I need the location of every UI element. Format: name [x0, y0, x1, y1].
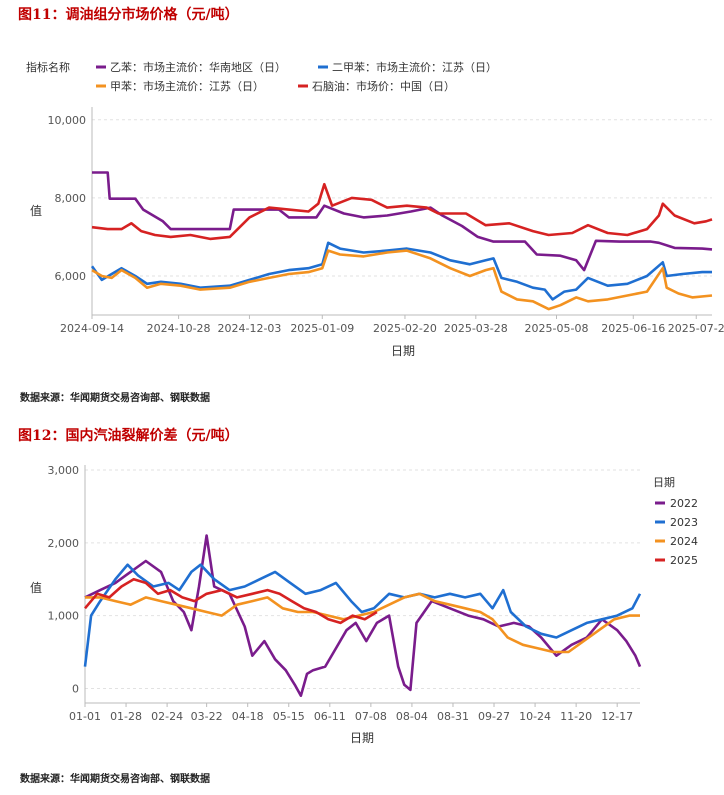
y-axis-label: 值	[30, 203, 42, 218]
x-tick-label: 2025-01-09	[290, 322, 354, 335]
x-tick-label: 11-20	[560, 710, 592, 723]
legend-label: 2024	[670, 535, 698, 548]
y-tick-label: 3,000	[48, 464, 80, 477]
figure-11-title: 图11：调油组分市场价格（元/吨）	[18, 7, 239, 23]
series-line-3	[84, 577, 378, 625]
series-line-0	[84, 534, 642, 697]
legend-label: 2022	[670, 497, 698, 510]
series-line-1	[83, 563, 642, 667]
x-tick-label: 05-15	[273, 710, 305, 723]
x-tick-label: 2024-12-03	[217, 322, 281, 335]
x-axis-label: 日期	[391, 344, 415, 358]
grid	[92, 119, 712, 277]
legend-label: 2023	[670, 516, 698, 529]
y-tick-label: 6,000	[55, 270, 87, 283]
plot-area	[90, 171, 713, 311]
x-tick-label: 06-11	[314, 710, 346, 723]
chart-gasoline-crack-spread: 日期 2022 2023 2024 2025 3,000 2,000 1,000 0 0…	[30, 464, 698, 745]
y-tick-label: 2,000	[48, 537, 80, 550]
legend-title: 日期	[653, 476, 675, 489]
series-line-2	[91, 249, 713, 311]
legend-item-2024[interactable]: 2024	[655, 535, 698, 548]
y-tick-label: 8,000	[55, 192, 87, 205]
legend-label: 甲苯：市场主流价：江苏（日）	[110, 79, 264, 93]
y-tick-label: 10,000	[48, 114, 87, 127]
x-tick-label: 01-01	[69, 710, 101, 723]
axes: 10,000 8,000 6,000 2024-09-14 2024-10-28 2024…	[48, 107, 724, 335]
legend-item-2023[interactable]: 2023	[655, 516, 698, 529]
figure-11-source: 数据来源：华闻期货交易咨询部、钢联数据	[20, 393, 210, 404]
legend-title: 指标名称	[26, 60, 70, 74]
x-tick-label: 09-27	[478, 710, 510, 723]
series-line-2	[85, 592, 640, 654]
legend-label: 2025	[670, 554, 698, 567]
x-tick-label: 10-24	[519, 710, 551, 723]
plot-area	[83, 534, 642, 697]
x-tick-label: 2024-10-28	[147, 322, 211, 335]
legend-label: 二甲苯：市场主流价：江苏（日）	[332, 60, 497, 74]
x-tick-label: 01-28	[110, 710, 142, 723]
x-tick-label: 12-17	[601, 710, 633, 723]
x-tick-label: 2025-03-28	[444, 322, 508, 335]
series-line-1	[90, 241, 712, 301]
figure-12-title: 图12：国内汽油裂解价差（元/吨）	[18, 428, 239, 444]
legend-item-xylene[interactable]: 二甲苯：市场主流价：江苏（日）	[318, 60, 497, 74]
y-axis-label: 值	[30, 580, 42, 595]
x-tick-label: 2024-09-14	[60, 322, 124, 335]
axes: 3,000 2,000 1,000 0 01-01 01-28 02-24 03-22 04-1…	[48, 464, 640, 723]
x-tick-label: 04-18	[232, 710, 264, 723]
legend-item-2022[interactable]: 2022	[655, 497, 698, 510]
x-tick-label: 2025-05-08	[525, 322, 589, 335]
legend-item-toluene[interactable]: 甲苯：市场主流价：江苏（日）	[96, 79, 264, 93]
x-tick-label: 2025-07-2	[668, 322, 724, 335]
legend-label: 石脑油：市场价：中国（日）	[312, 79, 455, 93]
x-tick-label: 2025-02-20	[373, 322, 437, 335]
x-tick-label: 08-31	[437, 710, 469, 723]
legend-item-naphtha[interactable]: 石脑油：市场价：中国（日）	[298, 79, 455, 93]
x-tick-label: 07-08	[355, 710, 387, 723]
x-tick-label: 2025-06-16	[601, 322, 665, 335]
chart-blending-components: 指标名称 乙苯：市场主流价：华南地区（日） 二甲苯：市场主流价：江苏（日） 甲苯…	[26, 60, 724, 358]
figure-12-source: 数据来源：华闻期货交易咨询部、钢联数据	[20, 774, 210, 785]
series-line-3	[91, 182, 713, 241]
series-line-0	[92, 171, 713, 272]
y-tick-label: 1,000	[48, 610, 80, 623]
x-tick-label: 08-04	[396, 710, 428, 723]
legend-item-ethylbenzene[interactable]: 乙苯：市场主流价：华南地区（日）	[96, 60, 286, 74]
legend-item-2025[interactable]: 2025	[655, 554, 698, 567]
legend-label: 乙苯：市场主流价：华南地区（日）	[110, 60, 286, 74]
x-tick-label: 03-22	[191, 710, 223, 723]
y-tick-label: 0	[72, 682, 79, 695]
x-tick-label: 02-24	[151, 710, 183, 723]
x-axis-label: 日期	[350, 731, 374, 745]
